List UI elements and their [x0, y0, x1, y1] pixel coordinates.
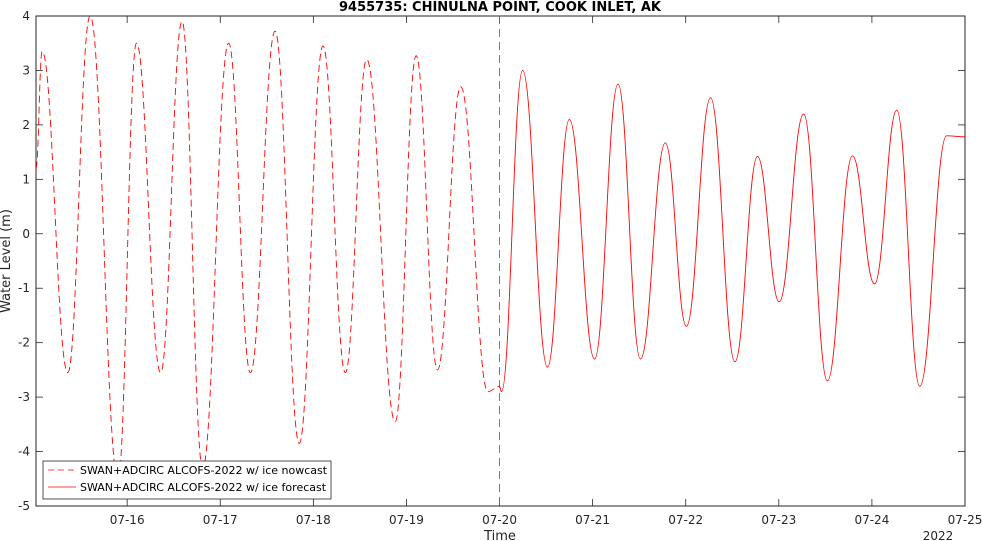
plot-area — [35, 15, 966, 507]
legend: SWAN+ADCIRC ALCOFS-2022 w/ ice nowcast S… — [42, 460, 332, 500]
x-tick-label: 07-19 — [389, 513, 424, 527]
x-tick-label: 07-21 — [575, 513, 610, 527]
legend-nowcast-label: SWAN+ADCIRC ALCOFS-2022 w/ ice nowcast — [80, 464, 328, 477]
y-tick-label: -3 — [18, 390, 30, 404]
plot-frame — [35, 15, 966, 507]
x-tick-label: 07-20 — [482, 513, 517, 527]
legend-forecast-label: SWAN+ADCIRC ALCOFS-2022 w/ ice forecast — [80, 481, 327, 494]
year-label: 2022 — [923, 529, 954, 541]
chart-title: 9455735: CHINULNA POINT, COOK INLET, AK — [339, 0, 662, 15]
x-tick-label: 07-23 — [761, 513, 796, 527]
x-tick-label: 07-24 — [854, 513, 889, 527]
x-axis-title: Time — [483, 529, 516, 541]
y-tick-label: 3 — [22, 63, 30, 77]
x-tick-label: 07-18 — [296, 513, 331, 527]
x-tick-label: 07-22 — [668, 513, 703, 527]
x-tick-label: 07-17 — [203, 513, 238, 527]
nowcast-series-line — [35, 15, 500, 480]
y-tick-label: 0 — [22, 227, 30, 241]
forecast-series-line — [499, 69, 966, 393]
series-layer — [35, 15, 966, 506]
x-tick-label: 07-25 — [948, 513, 982, 527]
y-tick-label: -4 — [18, 445, 30, 459]
y-axis: -5 -4 -3 -2 -1 0 1 2 3 4 — [18, 9, 965, 513]
x-tick-label: 07-16 — [110, 513, 145, 527]
y-tick-label: -2 — [18, 336, 30, 350]
y-tick-label: 4 — [22, 9, 30, 23]
legend-box — [42, 460, 332, 500]
y-tick-label: 2 — [22, 118, 30, 132]
y-tick-label: 1 — [22, 172, 30, 186]
y-tick-label: -5 — [18, 499, 30, 513]
y-axis-title: Water Level (m) — [0, 209, 14, 313]
y-tick-label: -1 — [18, 281, 30, 295]
